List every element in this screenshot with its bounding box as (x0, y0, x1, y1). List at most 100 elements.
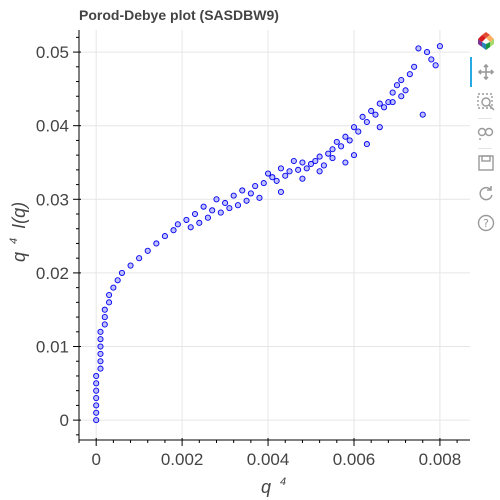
data-point[interactable] (101, 314, 108, 321)
data-point[interactable] (406, 71, 413, 78)
data-point[interactable] (269, 174, 276, 181)
data-point[interactable] (93, 394, 100, 402)
data-point[interactable] (213, 196, 220, 203)
reset-icon[interactable] (475, 182, 497, 204)
data-point[interactable] (127, 262, 134, 269)
data-point[interactable] (234, 202, 242, 209)
data-point[interactable] (350, 152, 358, 159)
data-point[interactable] (93, 409, 100, 416)
data-point[interactable] (196, 219, 203, 226)
data-point[interactable] (329, 155, 336, 162)
data-point[interactable] (106, 291, 113, 299)
data-point[interactable] (359, 113, 366, 120)
data-point[interactable] (222, 199, 229, 207)
data-point[interactable] (303, 165, 310, 172)
data-point[interactable] (342, 133, 349, 140)
data-point[interactable] (187, 224, 194, 231)
data-point[interactable] (101, 306, 108, 313)
data-point[interactable] (247, 190, 254, 197)
data-point[interactable] (97, 343, 104, 350)
data-point[interactable] (312, 157, 319, 165)
data-point[interactable] (376, 124, 383, 131)
data-point[interactable] (217, 209, 224, 216)
data-point[interactable] (342, 159, 349, 166)
data-point[interactable] (290, 157, 297, 165)
data-point[interactable] (110, 284, 117, 291)
data-point[interactable] (183, 216, 190, 223)
data-point[interactable] (286, 168, 293, 175)
data-point[interactable] (316, 153, 323, 160)
data-point[interactable] (333, 138, 340, 145)
data-point[interactable] (106, 299, 113, 306)
data-point[interactable] (428, 56, 435, 63)
data-point[interactable] (368, 107, 375, 115)
data-point[interactable] (144, 247, 151, 254)
data-point[interactable] (376, 100, 383, 107)
wheel-zoom-icon[interactable] (475, 121, 497, 143)
save-icon[interactable] (475, 152, 497, 174)
data-point[interactable] (230, 192, 237, 199)
data-point[interactable] (436, 43, 443, 50)
data-point[interactable] (355, 128, 362, 135)
data-point[interactable] (97, 328, 104, 335)
data-point[interactable] (273, 177, 280, 184)
data-point[interactable] (93, 387, 100, 394)
data-point[interactable] (118, 269, 126, 276)
data-point[interactable] (363, 141, 370, 148)
box-zoom-icon[interactable] (475, 91, 497, 113)
data-point[interactable] (282, 172, 289, 179)
data-point[interactable] (415, 45, 422, 52)
data-point[interactable] (411, 63, 418, 70)
data-point[interactable] (316, 168, 323, 175)
data-point[interactable] (277, 188, 284, 195)
data-point[interactable] (97, 350, 104, 357)
data-point[interactable] (101, 321, 108, 328)
data-point[interactable] (299, 159, 306, 166)
data-point[interactable] (307, 160, 315, 168)
data-point[interactable] (338, 143, 345, 150)
data-point[interactable] (346, 137, 353, 144)
data-point[interactable] (363, 118, 370, 126)
pan-icon[interactable] (475, 61, 497, 83)
data-point[interactable] (393, 82, 401, 89)
data-point[interactable] (243, 197, 250, 204)
data-point[interactable] (252, 183, 259, 190)
data-point[interactable] (325, 150, 332, 157)
data-point[interactable] (299, 175, 306, 182)
data-point[interactable] (402, 87, 409, 94)
data-point[interactable] (153, 240, 160, 247)
data-point[interactable] (398, 77, 405, 84)
data-point[interactable] (93, 402, 100, 409)
data-point[interactable] (226, 205, 233, 212)
data-point[interactable] (97, 358, 104, 365)
data-point[interactable] (389, 99, 396, 106)
data-point[interactable] (93, 380, 100, 387)
data-point[interactable] (329, 146, 336, 153)
data-point[interactable] (277, 165, 284, 172)
data-point[interactable] (372, 111, 379, 118)
bokeh-logo-icon[interactable] (475, 30, 497, 52)
data-points[interactable] (93, 43, 443, 424)
data-point[interactable] (97, 365, 104, 372)
data-point[interactable] (295, 166, 302, 173)
data-point[interactable] (265, 170, 272, 177)
data-point[interactable] (174, 221, 181, 228)
data-point[interactable] (423, 49, 431, 56)
data-point[interactable] (209, 207, 216, 214)
data-point[interactable] (136, 255, 143, 262)
data-point[interactable] (93, 372, 100, 380)
data-point[interactable] (320, 162, 327, 169)
data-point[interactable] (200, 203, 207, 210)
data-point[interactable] (389, 89, 396, 96)
data-point[interactable] (398, 93, 405, 100)
data-point[interactable] (161, 233, 168, 240)
data-point[interactable] (381, 104, 388, 111)
data-point[interactable] (419, 111, 426, 118)
data-point[interactable] (239, 187, 246, 194)
data-point[interactable] (260, 180, 267, 187)
data-point[interactable] (114, 277, 121, 284)
data-point[interactable] (350, 124, 358, 131)
data-point[interactable] (256, 194, 263, 201)
data-point[interactable] (204, 214, 211, 221)
data-point[interactable] (170, 227, 177, 234)
